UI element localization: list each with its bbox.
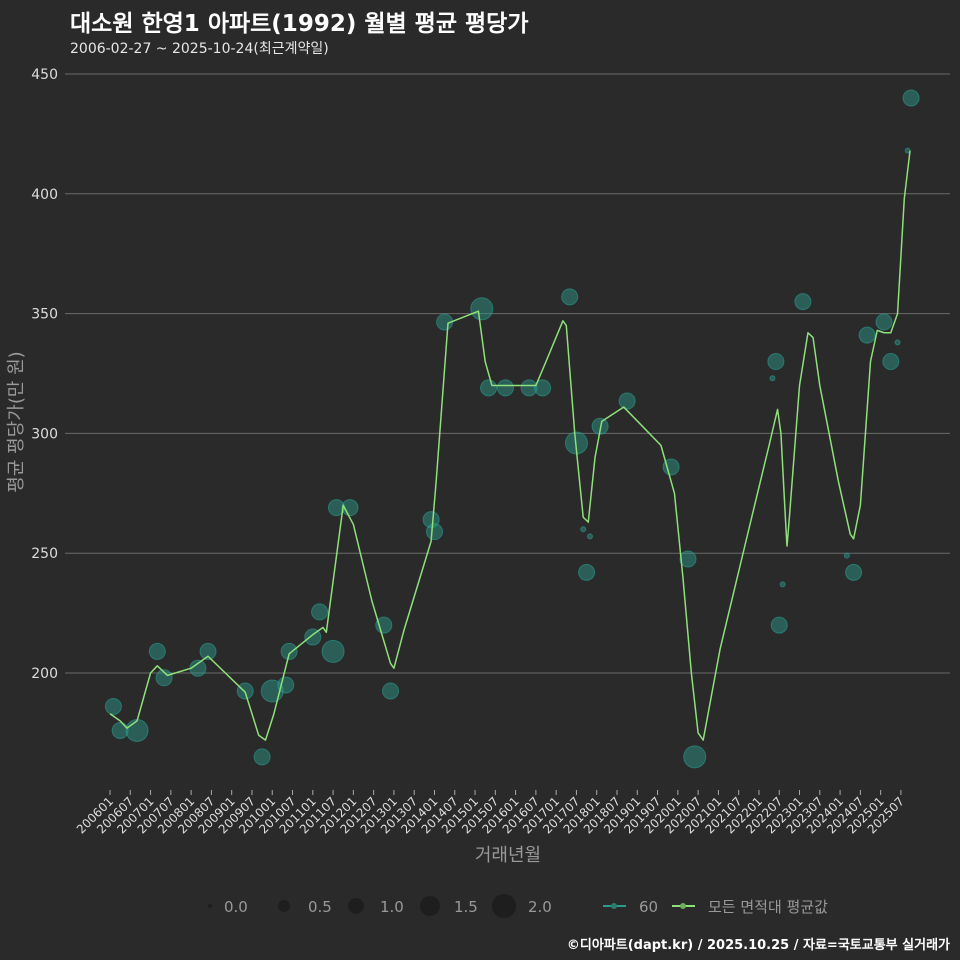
scatter-point bbox=[382, 682, 400, 700]
x-axis-title: 거래년월 bbox=[475, 845, 541, 866]
scatter-point bbox=[236, 682, 254, 700]
size-legend-label: 0.5 bbox=[308, 898, 332, 916]
size-legend-circle bbox=[348, 898, 364, 914]
size-legend-label: 2.0 bbox=[528, 898, 552, 916]
size-legend-label: 1.0 bbox=[380, 898, 404, 916]
scatter-point bbox=[882, 353, 900, 371]
y-tick-label: 350 bbox=[31, 307, 58, 323]
legend-key-average-dot bbox=[680, 903, 686, 909]
scatter-point bbox=[496, 379, 514, 397]
size-legend-label: 1.5 bbox=[454, 898, 478, 916]
legend-label-average: 모든 면적대 평균값 bbox=[708, 898, 828, 916]
scatter-point bbox=[311, 603, 329, 621]
scatter-point bbox=[520, 379, 538, 397]
legend-label-60: 60 bbox=[639, 898, 658, 916]
source-caption: ©디아파트(dapt.kr) / 2025.10.25 / 자료=국토교통부 실… bbox=[566, 938, 950, 953]
chart-subtitle: 2006-02-27 ~ 2025-10-24(최근계약일) bbox=[70, 41, 329, 57]
y-tick-label: 450 bbox=[31, 67, 58, 83]
y-tick-label: 200 bbox=[31, 666, 58, 682]
scatter-point bbox=[104, 698, 122, 716]
y-tick-label: 300 bbox=[31, 426, 58, 442]
scatter-point bbox=[618, 392, 636, 410]
scatter-point bbox=[125, 719, 149, 743]
legend-key-60-dot bbox=[611, 903, 617, 909]
scatter-point bbox=[843, 552, 850, 559]
scatter-point bbox=[779, 581, 786, 588]
scatter-point bbox=[767, 353, 785, 371]
scatter-point bbox=[769, 375, 776, 382]
scatter-point bbox=[253, 748, 271, 766]
y-tick-label: 250 bbox=[31, 546, 58, 562]
scatter-point bbox=[586, 533, 593, 540]
scatter-point bbox=[199, 642, 217, 660]
scatter-point bbox=[794, 293, 812, 311]
chart-title: 대소원 한영1 아파트(1992) 월별 평균 평당가 bbox=[70, 11, 529, 37]
scatter-point bbox=[321, 639, 345, 663]
scatter-point bbox=[480, 379, 498, 397]
scatter-point bbox=[904, 147, 911, 154]
scatter-point bbox=[534, 379, 552, 397]
size-legend-label: 0.0 bbox=[224, 898, 248, 916]
scatter-point bbox=[902, 89, 920, 107]
scatter-point bbox=[280, 642, 298, 660]
y-axis-title: 평균 평당가(만 원) bbox=[6, 351, 27, 492]
size-legend-circle bbox=[492, 894, 516, 918]
y-tick-label: 400 bbox=[31, 187, 58, 203]
scatter-point bbox=[304, 628, 322, 646]
size-legend-circle bbox=[278, 900, 290, 912]
scatter-point bbox=[561, 288, 579, 306]
scatter-point bbox=[858, 326, 876, 344]
scatter-point bbox=[580, 526, 587, 533]
scatter-point bbox=[770, 616, 788, 634]
scatter-point bbox=[845, 563, 863, 581]
average-line bbox=[109, 150, 911, 741]
size-legend-circle bbox=[208, 904, 212, 908]
scatter-point bbox=[894, 339, 901, 346]
scatter-point bbox=[875, 313, 893, 331]
scatter-point bbox=[155, 669, 173, 687]
scatter-point bbox=[111, 722, 129, 740]
scatter-point bbox=[425, 523, 443, 541]
scatter-point bbox=[662, 458, 680, 476]
size-legend-circle bbox=[420, 896, 440, 916]
scatter-point bbox=[683, 745, 707, 769]
scatter-point bbox=[470, 297, 494, 321]
scatter-point bbox=[679, 550, 697, 568]
scatter-point bbox=[148, 642, 166, 660]
scatter-point bbox=[578, 563, 596, 581]
